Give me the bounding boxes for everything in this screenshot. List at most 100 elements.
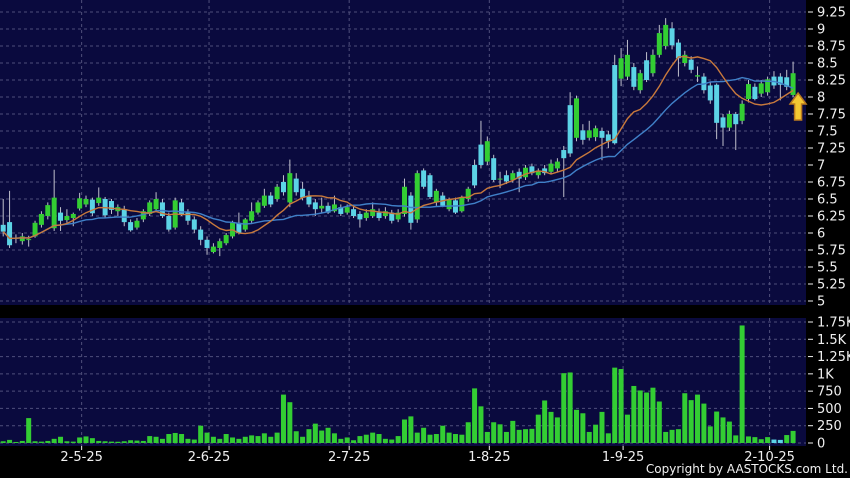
volume-bar[interactable]	[790, 430, 796, 443]
candle[interactable]	[707, 82, 713, 104]
volume-bar[interactable]	[210, 436, 216, 443]
candle[interactable]	[554, 158, 560, 172]
volume-bar[interactable]	[38, 441, 44, 443]
candle[interactable]	[618, 48, 624, 87]
candle[interactable]	[89, 197, 95, 216]
candle[interactable]	[720, 114, 726, 146]
volume-bar[interactable]	[484, 431, 490, 443]
candle[interactable]	[465, 186, 471, 202]
volume-bar[interactable]	[523, 429, 529, 443]
volume-bar[interactable]	[7, 439, 13, 443]
volume-bar[interactable]	[19, 440, 25, 443]
volume-bar[interactable]	[351, 440, 357, 443]
candle[interactable]	[503, 170, 509, 185]
candle[interactable]	[395, 209, 401, 223]
candle[interactable]	[338, 204, 344, 216]
volume-bar[interactable]	[402, 419, 408, 443]
volume-bar[interactable]	[293, 431, 299, 443]
candle[interactable]	[408, 192, 414, 230]
volume-bar[interactable]	[599, 411, 605, 443]
volume-bar[interactable]	[77, 437, 83, 443]
candle[interactable]	[656, 24, 662, 58]
candle[interactable]	[19, 233, 25, 245]
candle[interactable]	[650, 49, 656, 77]
candle[interactable]	[108, 199, 114, 214]
candle[interactable]	[402, 178, 408, 217]
candle[interactable]	[249, 202, 255, 223]
volume-bar[interactable]	[287, 402, 293, 443]
volume-bar[interactable]	[542, 400, 548, 443]
volume-bar[interactable]	[376, 434, 382, 443]
volume-bar[interactable]	[580, 413, 586, 443]
candle[interactable]	[159, 199, 165, 219]
volume-bar[interactable]	[382, 438, 388, 443]
candle[interactable]	[204, 236, 210, 255]
candle[interactable]	[682, 50, 688, 67]
candle[interactable]	[523, 165, 529, 180]
candle[interactable]	[351, 205, 357, 219]
volume-bar[interactable]	[739, 325, 745, 443]
candle[interactable]	[593, 125, 599, 142]
candle[interactable]	[274, 184, 280, 202]
candle[interactable]	[688, 56, 694, 74]
candle[interactable]	[548, 159, 554, 175]
volume-bar[interactable]	[478, 406, 484, 443]
candle[interactable]	[280, 175, 286, 196]
volume-bar[interactable]	[242, 436, 248, 443]
volume-bar[interactable]	[108, 441, 114, 443]
volume-bar[interactable]	[733, 435, 739, 443]
volume-bar[interactable]	[280, 394, 286, 443]
candle[interactable]	[567, 92, 573, 157]
candle[interactable]	[128, 219, 134, 232]
candle[interactable]	[140, 209, 146, 223]
volume-bar[interactable]	[554, 417, 560, 443]
candle[interactable]	[733, 111, 739, 151]
volume-bar[interactable]	[605, 433, 611, 443]
candle[interactable]	[580, 124, 586, 145]
candle[interactable]	[58, 207, 64, 231]
volume-bar[interactable]	[306, 429, 312, 443]
candle[interactable]	[191, 216, 197, 233]
volume-bar[interactable]	[516, 429, 522, 443]
volume-bar[interactable]	[701, 403, 707, 443]
candle[interactable]	[726, 110, 732, 131]
candle[interactable]	[644, 52, 650, 83]
volume-bar[interactable]	[191, 439, 197, 443]
volume-bar[interactable]	[395, 436, 401, 443]
volume-bar[interactable]	[83, 436, 89, 443]
candle[interactable]	[217, 238, 223, 257]
volume-bar[interactable]	[765, 437, 771, 443]
candle[interactable]	[261, 188, 267, 208]
candle[interactable]	[529, 163, 535, 176]
candle[interactable]	[472, 159, 478, 189]
volume-bar[interactable]	[688, 400, 694, 443]
candle[interactable]	[784, 69, 790, 91]
candle[interactable]	[714, 83, 720, 140]
candle[interactable]	[287, 159, 293, 208]
volume-bar[interactable]	[370, 432, 376, 443]
candle[interactable]	[414, 170, 420, 223]
candle[interactable]	[542, 165, 548, 176]
volume-bar[interactable]	[427, 434, 433, 443]
candle[interactable]	[0, 199, 6, 237]
volume-bar[interactable]	[561, 373, 567, 443]
volume-bar[interactable]	[650, 387, 656, 443]
volume-bar[interactable]	[784, 435, 790, 443]
volume-bar[interactable]	[134, 440, 140, 443]
candle[interactable]	[77, 192, 83, 211]
candle[interactable]	[319, 197, 325, 213]
volume-bar[interactable]	[0, 441, 6, 443]
volume-bar[interactable]	[185, 438, 191, 443]
volume-bar[interactable]	[344, 437, 350, 443]
candle[interactable]	[38, 211, 44, 228]
volume-bar[interactable]	[51, 438, 57, 443]
volume-bar[interactable]	[669, 429, 675, 443]
volume-bar[interactable]	[459, 434, 465, 443]
candle[interactable]	[478, 120, 484, 169]
candle[interactable]	[357, 211, 363, 228]
candle[interactable]	[695, 66, 701, 83]
volume-bar[interactable]	[758, 439, 764, 443]
candle[interactable]	[765, 76, 771, 96]
volume-bar[interactable]	[745, 436, 751, 443]
candle[interactable]	[574, 95, 579, 142]
